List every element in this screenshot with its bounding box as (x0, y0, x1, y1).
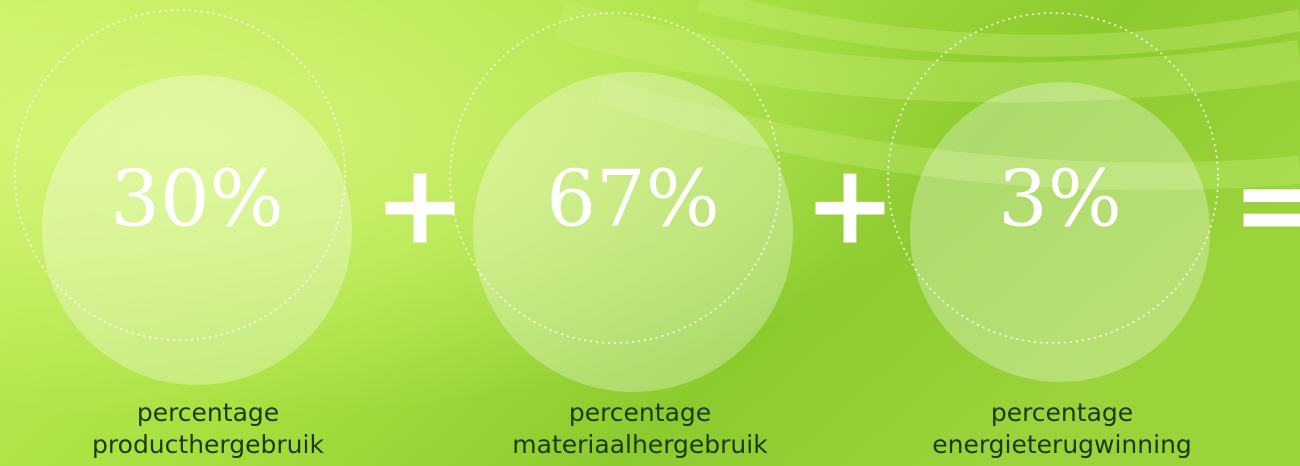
dotted-circle (887, 12, 1219, 344)
percentage: 30% (110, 155, 283, 245)
caption-line: producthergebruik (92, 430, 324, 459)
percentage: 3% (998, 155, 1122, 245)
caption-line: energieterugwinning (932, 430, 1192, 459)
decorative-swooshes (554, 0, 1300, 191)
caption-line: percentage (137, 398, 279, 427)
filled-circle (473, 72, 793, 392)
dotted-circle (449, 12, 781, 344)
percentage: 67% (546, 155, 719, 245)
caption-line: percentage (991, 398, 1133, 427)
filled-circle (910, 82, 1210, 382)
filled-circle (42, 75, 352, 385)
caption-line: percentage (569, 398, 711, 427)
operator: + (804, 140, 896, 268)
operator: = (1232, 140, 1300, 268)
caption-line: materiaalhergebruik (512, 430, 768, 459)
dotted-circle (14, 9, 346, 341)
operator: + (374, 140, 466, 268)
circles (14, 9, 1219, 392)
